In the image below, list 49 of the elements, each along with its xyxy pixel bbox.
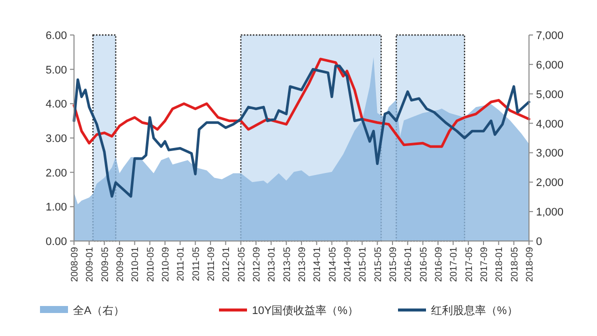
x-tick-label: 2011-01 [176,247,187,282]
x-tick-label: 2013-09 [297,247,308,282]
x-tick-label: 2012-01 [221,247,232,282]
x-tick-label: 2011-09 [206,247,217,282]
x-tick-label: 2008-09 [70,247,80,282]
x-tick-label: 2013-05 [282,247,293,282]
x-tick-label: 2016-01 [403,247,414,282]
y2-tick-label: 0 [536,236,542,248]
x-tick-label: 2009-05 [100,247,111,282]
x-tick-label: 2012-05 [236,247,248,282]
legend-label: 10Y国债收益率（%） [252,304,358,317]
x-tick-label: 2009-01 [84,247,96,282]
y2-tick-label: 6,000 [536,59,564,72]
x-tick-label: 2018-09 [524,247,536,282]
y2-tick-label: 3,000 [536,148,564,160]
y-tick-label: 6.00 [46,30,67,42]
y-tick-label: 2.00 [46,167,67,180]
x-tick-label: 2018-01 [494,247,506,282]
y2-tick-label: 2,000 [536,177,564,190]
x-tick-label: 2010-09 [160,247,172,282]
x-tick-label: 2017-09 [479,247,490,282]
legend-label: 红利股息率（%） [431,304,518,317]
x-tick-label: 2011-05 [190,247,202,282]
y-tick-label: 3.00 [46,133,67,145]
x-tick-label: 2018-05 [509,247,520,282]
y-tick-label: 5.00 [46,64,67,76]
y2-tick-label: 4,000 [536,118,564,130]
x-tick-label: 2014-01 [312,247,324,282]
y2-tick-label: 5,000 [536,88,564,101]
x-tick-label: 2014-05 [327,247,338,282]
x-tick-label: 2015-09 [388,247,399,282]
x-tick-label: 2015-01 [358,247,369,282]
x-tick-label: 2010-05 [145,247,156,282]
x-tick-label: 2017-01 [448,247,460,282]
x-tick-label: 2009-09 [115,247,126,282]
x-tick-label: 2013-01 [266,247,278,282]
x-tick-label: 2015-05 [372,247,384,282]
y-tick-label: 4.00 [46,98,67,111]
x-tick-label: 2017-05 [464,247,475,282]
y-tick-label: 0.00 [46,236,67,248]
x-tick-label: 2010-01 [130,247,142,282]
x-tick-label: 2016-05 [418,247,430,282]
legend-label: 全A（右） [73,305,124,317]
x-tick-label: 2016-09 [434,247,444,282]
y-tick-label: 1.00 [46,202,67,214]
x-tick-label: 2012-09 [252,247,262,282]
x-tick-label: 2014-09 [342,247,354,282]
y2-tick-label: 7,000 [536,30,564,42]
y2-tick-label: 1,000 [536,206,564,219]
